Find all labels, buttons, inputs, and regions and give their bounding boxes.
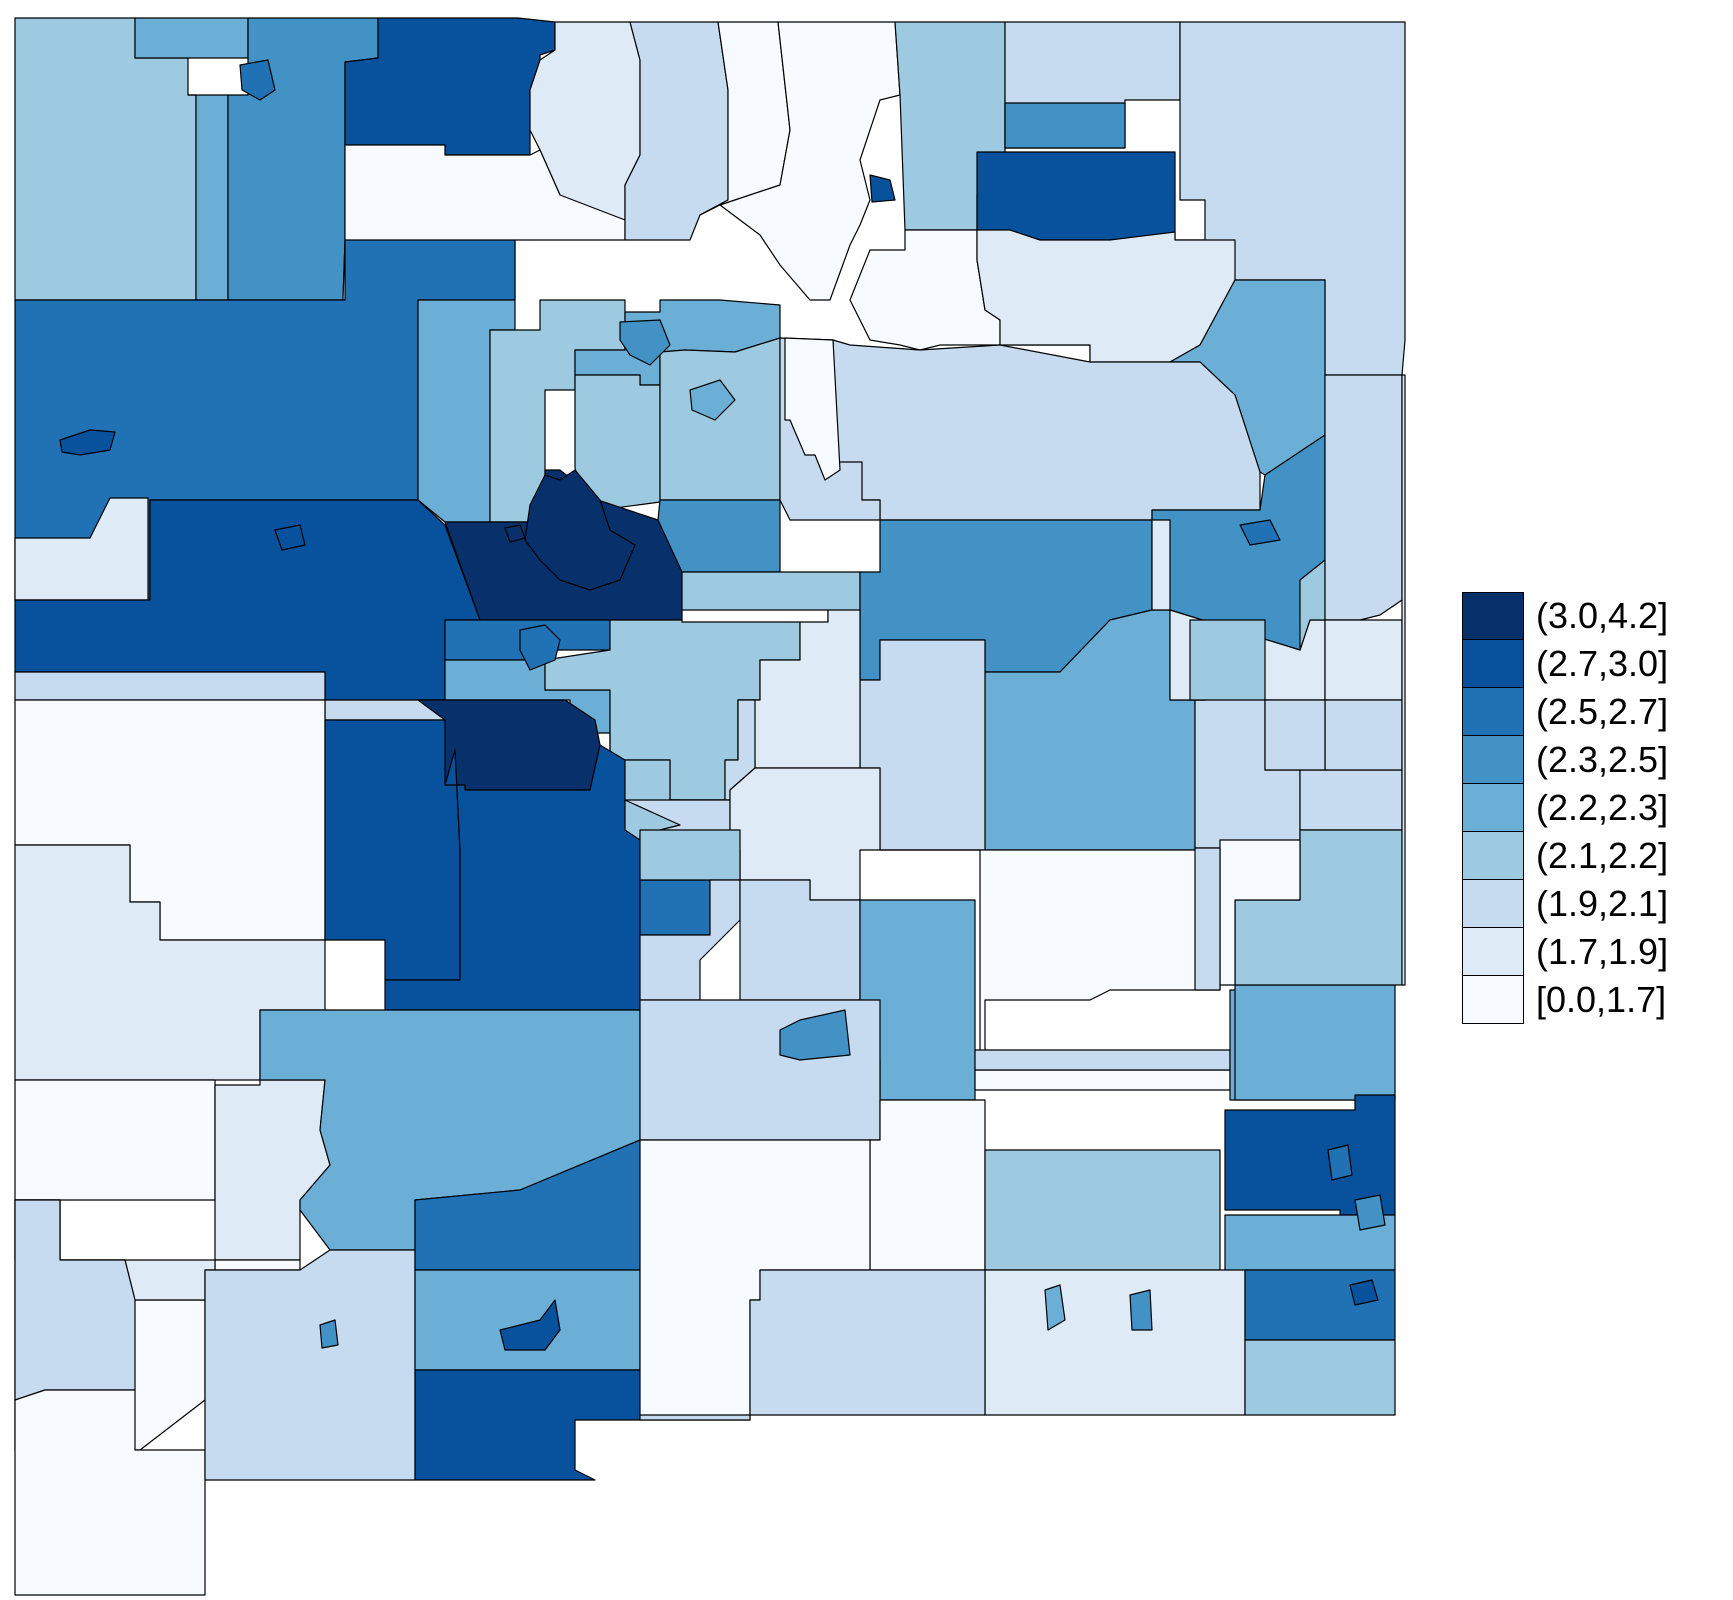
legend-swatch xyxy=(1462,688,1524,736)
city-13 xyxy=(1354,1194,1386,1231)
r-s-7 xyxy=(974,1069,1231,1091)
legend-item: (2.5,2.7] xyxy=(1462,688,1668,736)
legend-swatch xyxy=(1462,976,1524,1024)
legend-swatch xyxy=(1462,784,1524,832)
legend-label: (2.7,3.0] xyxy=(1536,643,1669,684)
city-16 xyxy=(1327,1144,1353,1181)
legend-swatch xyxy=(1462,832,1524,880)
legend: (3.0,4.2] (2.7,3.0] (2.5,2.7] (2.3,2.5] … xyxy=(1462,592,1668,1024)
r-se-1 xyxy=(1234,984,1396,1101)
r-e-8 xyxy=(1401,374,1406,986)
city-2 xyxy=(519,624,561,671)
r-s-1 xyxy=(639,879,711,936)
r-ne-5 xyxy=(976,151,1176,241)
city-17 xyxy=(1349,1279,1379,1306)
r-sw-13 xyxy=(14,1389,206,1596)
city-8 xyxy=(499,1299,561,1351)
legend-swatch xyxy=(1462,928,1524,976)
legend-label: (3.0,4.2] xyxy=(1536,595,1669,636)
r-e-10 xyxy=(1189,619,1266,701)
legend-item: (2.7,3.0] xyxy=(1462,640,1668,688)
legend-swatch xyxy=(1462,880,1524,928)
legend-label: (2.3,2.5] xyxy=(1536,739,1669,780)
map-regions xyxy=(14,17,1406,1596)
r-c-11 xyxy=(784,337,841,481)
legend-swatch xyxy=(1462,592,1524,640)
r-c-8 xyxy=(659,337,781,501)
legend-item: (2.1,2.2] xyxy=(1462,832,1668,880)
city-15 xyxy=(1129,1289,1153,1331)
r-sw-5 xyxy=(417,699,601,791)
legend-label: (2.2,2.3] xyxy=(1536,787,1669,828)
city-9 xyxy=(779,1009,851,1061)
city-5 xyxy=(504,524,526,543)
legend-label: [0.0,1.7] xyxy=(1536,979,1667,1020)
r-ne-7 xyxy=(976,229,1236,363)
r-sw-16 xyxy=(414,1269,641,1371)
legend-item: (1.7,1.9] xyxy=(1462,928,1668,976)
legend-item: (3.0,4.2] xyxy=(1462,592,1668,640)
r-e-9 xyxy=(1194,847,1221,991)
r-e-6 xyxy=(1324,699,1403,771)
city-6 xyxy=(869,174,896,203)
r-e-7 xyxy=(1264,699,1326,771)
legend-label: (2.5,2.7] xyxy=(1536,691,1669,732)
r-e-2 xyxy=(1299,769,1403,831)
r-sw-14 xyxy=(204,1249,416,1481)
legend-swatch xyxy=(1462,640,1524,688)
r-ne-4 xyxy=(1004,102,1126,149)
city-7 xyxy=(689,379,736,421)
city-14 xyxy=(1044,1284,1066,1331)
legend-item: [0.0,1.7] xyxy=(1462,976,1668,1024)
city-3 xyxy=(59,429,116,456)
legend-item: (2.3,2.5] xyxy=(1462,736,1668,784)
r-n-mid xyxy=(624,21,729,241)
r-s-2 xyxy=(639,829,741,881)
city-4 xyxy=(619,319,671,366)
city-18 xyxy=(319,1319,339,1349)
r-c-27 xyxy=(1324,374,1403,621)
r-n-col2 xyxy=(719,21,901,301)
r-w-4 xyxy=(14,671,326,701)
r-sw-8 xyxy=(214,1079,331,1261)
r-sw-7 xyxy=(14,1079,216,1201)
legend-swatch xyxy=(1462,736,1524,784)
legend-label: (2.1,2.2] xyxy=(1536,835,1669,876)
legend-item: (2.2,2.3] xyxy=(1462,784,1668,832)
r-sw-12 xyxy=(14,1199,136,1401)
r-s-14 xyxy=(639,1269,986,1421)
r-s-10 xyxy=(869,1099,986,1271)
r-e-5 xyxy=(1324,619,1403,701)
city-12 xyxy=(1239,519,1281,546)
city-11 xyxy=(274,524,306,551)
r-nw-1 xyxy=(14,17,197,301)
r-se-5 xyxy=(1244,1339,1396,1416)
r-s-13 xyxy=(984,1249,1246,1416)
legend-label: (1.9,2.1] xyxy=(1536,883,1669,924)
r-e-1 xyxy=(1151,519,1171,611)
legend-label: (1.7,1.9] xyxy=(1536,931,1669,972)
r-c-26 xyxy=(1299,559,1326,651)
city-1 xyxy=(524,469,636,591)
r-s-8 xyxy=(974,1049,1231,1071)
r-sw-17 xyxy=(414,1369,671,1481)
r-s-11 xyxy=(984,1149,1221,1271)
legend-item: (1.9,2.1] xyxy=(1462,880,1668,928)
r-sw-4 xyxy=(324,719,461,981)
city-10 xyxy=(239,59,276,101)
